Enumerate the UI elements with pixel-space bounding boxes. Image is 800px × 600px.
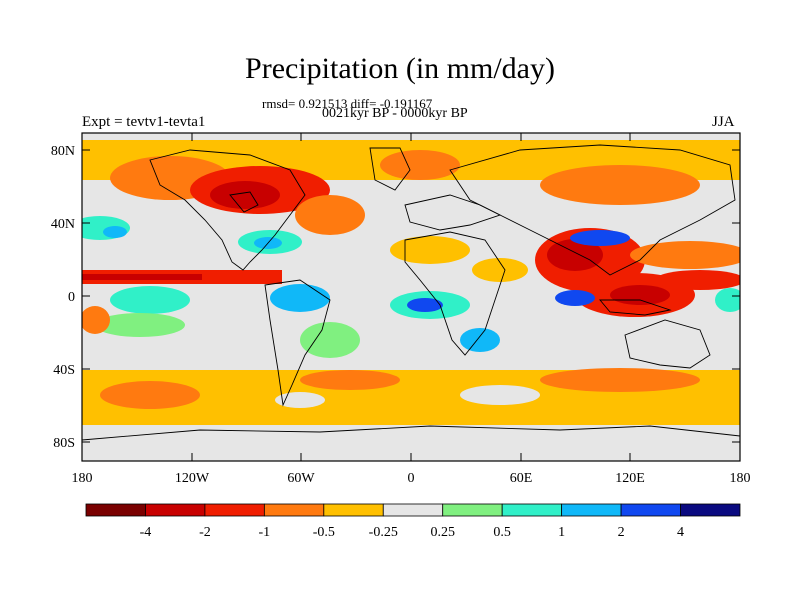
lon-label-180w: 180	[72, 471, 93, 486]
colorbar-swatch	[442, 503, 503, 517]
lon-label-180e: 180	[730, 471, 751, 486]
colorbar-label: -0.5	[313, 525, 335, 540]
time-period-label: 0021kyr BP - 0000kyr BP	[322, 106, 468, 121]
colorbar-swatch	[561, 503, 622, 517]
colorbar-swatch	[263, 503, 325, 517]
colorbar-label: -4	[140, 525, 152, 540]
lon-label-0: 0	[408, 471, 415, 486]
colorbar-label: 0.25	[430, 525, 455, 540]
lon-label-60e: 60E	[510, 471, 533, 486]
colorbar-swatch	[323, 503, 384, 517]
latitude-axis: 80N 40N 0 40S 80S	[51, 144, 740, 451]
colorbar: -4 -2 -1 -0.5 -0.25 0.25 0.5 1 2 4	[85, 503, 741, 540]
colorbar-swatch	[145, 503, 206, 517]
colorbar-swatch	[501, 503, 563, 517]
map-title: Precipitation (in mm/day)	[245, 52, 555, 85]
lat-label-40n: 40N	[51, 217, 75, 232]
colorbar-label: 0.5	[493, 525, 511, 540]
lat-label-0: 0	[68, 290, 75, 305]
colorbar-label: -0.25	[369, 525, 398, 540]
colorbar-label: 2	[618, 525, 625, 540]
colorbar-label: -2	[199, 525, 211, 540]
lon-label-120w: 120W	[175, 471, 210, 486]
longitude-axis: 180 120W 60W 0 60E 120E 180	[72, 133, 751, 486]
colorbar-swatch	[680, 503, 741, 517]
lat-label-40s: 40S	[53, 363, 75, 378]
rmsd-diff-stats: rmsd= 0.921513 diff= -0.191167	[262, 96, 433, 111]
season-label: JJA	[712, 114, 735, 130]
precipitation-field	[82, 133, 740, 461]
colorbar-swatch	[85, 503, 146, 517]
coastlines	[82, 144, 740, 441]
lon-label-120e: 120E	[615, 471, 645, 486]
lon-label-60w: 60W	[287, 471, 315, 486]
experiment-label: Expt = tevtv1-tevta1	[82, 114, 206, 130]
colorbar-label: -1	[259, 525, 271, 540]
colorbar-swatch	[620, 503, 681, 517]
lat-label-80s: 80S	[53, 436, 75, 451]
colorbar-swatch	[204, 503, 265, 517]
colorbar-swatch	[382, 503, 444, 517]
lat-label-80n: 80N	[51, 144, 75, 159]
colorbar-label: 1	[558, 525, 565, 540]
colorbar-label: 4	[677, 525, 684, 540]
